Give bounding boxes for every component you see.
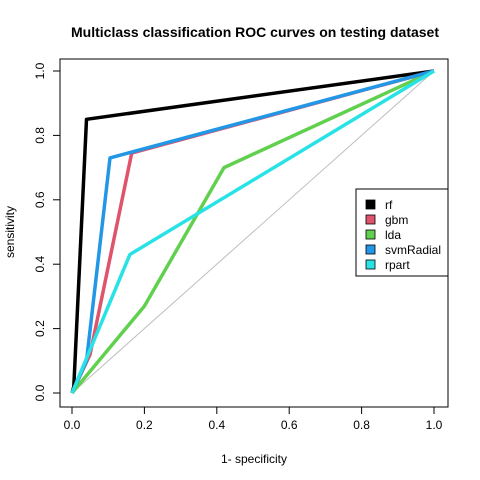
x-axis: 0.0 0.2 0.4 0.6 0.8 1.0: [64, 406, 443, 432]
y-tick-label: 1.0: [33, 62, 47, 79]
y-axis-label: sensitivity: [3, 206, 17, 258]
roc-curve-lda: [70, 69, 435, 395]
plot-area: [70, 69, 435, 395]
legend-label: rpart: [385, 258, 410, 272]
legend-label: svmRadial: [385, 243, 441, 257]
roc-curve-rpart: [70, 69, 435, 394]
x-axis-label: 1- specificity: [221, 452, 287, 466]
y-tick-label: 0.4: [33, 256, 47, 273]
legend-item-lda: lda: [365, 228, 401, 242]
legend-label: lda: [385, 228, 401, 242]
legend-swatch: [365, 259, 376, 270]
legend-label: gbm: [385, 213, 408, 227]
y-axis: 0.0 0.2 0.4 0.6 0.8 1.0: [33, 62, 61, 401]
y-tick-label: 0.2: [33, 320, 47, 337]
x-tick-label: 0.8: [353, 418, 370, 432]
y-tick-label: 0.6: [33, 191, 47, 208]
legend-label: rf: [385, 198, 393, 212]
x-tick-label: 1.0: [426, 418, 443, 432]
x-tick-label: 0.0: [64, 418, 81, 432]
legend-item-rf: rf: [365, 198, 393, 212]
legend-swatch: [365, 244, 376, 255]
chart-title: Multiclass classification ROC curves on …: [71, 24, 439, 40]
diagonal-reference-line: [71, 70, 435, 394]
x-tick-label: 0.2: [136, 418, 153, 432]
y-tick-label: 0.0: [33, 384, 47, 401]
x-tick-label: 0.4: [208, 418, 225, 432]
legend-swatch: [365, 229, 376, 240]
legend-swatch: [365, 199, 376, 210]
legend-item-rpart: rpart: [365, 258, 410, 272]
legend-item-svmRadial: svmRadial: [365, 243, 441, 257]
y-tick-label: 0.8: [33, 127, 47, 144]
legend-item-gbm: gbm: [365, 213, 408, 227]
legend-swatch: [365, 214, 376, 225]
x-tick-label: 0.6: [281, 418, 298, 432]
